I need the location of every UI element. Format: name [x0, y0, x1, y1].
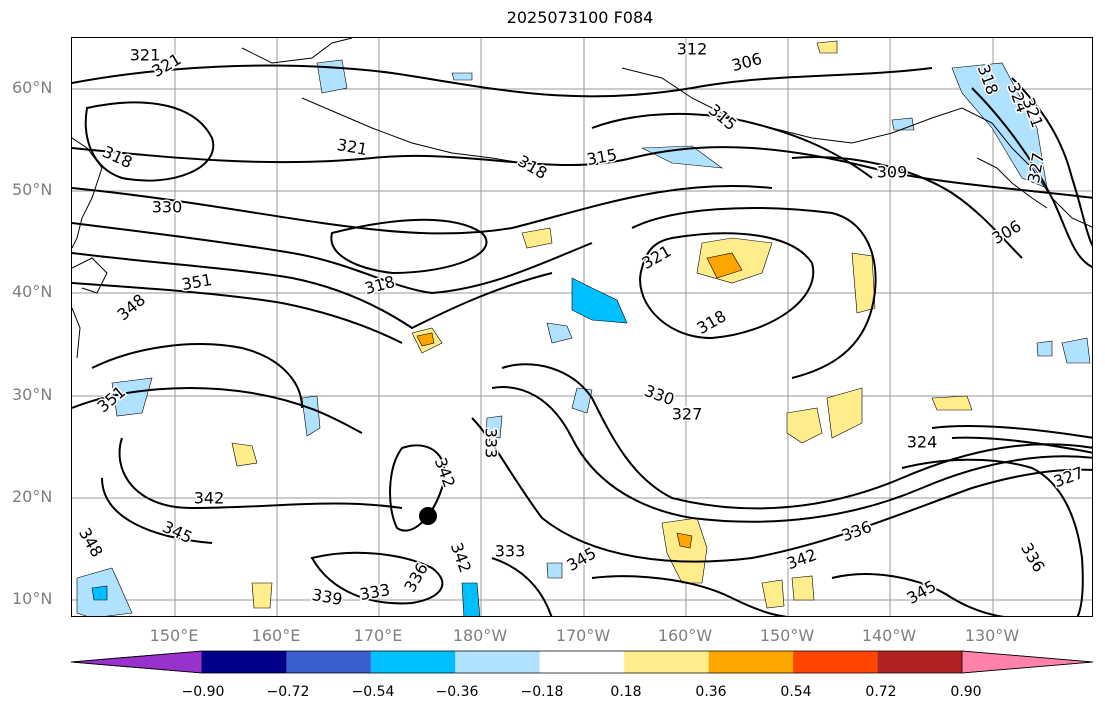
contour-label: 318 [694, 306, 730, 338]
lon-label-150e: 150°E [149, 626, 199, 645]
colorbar-tick: 0.36 [695, 684, 727, 700]
isentrope-contours [72, 64, 1092, 616]
colorbar-segment [202, 651, 287, 673]
lon-label-160w: 160°W [657, 626, 713, 645]
colorbar-segment [624, 651, 709, 673]
contour-label: 327 [672, 405, 703, 424]
lat-label-50n: 50°N [12, 180, 53, 199]
storm-marker [419, 507, 437, 525]
colorbar-segment [370, 651, 456, 673]
contour-label: 315 [585, 145, 618, 169]
lon-label-140w: 140°W [861, 626, 917, 645]
map-title: 2025073100 F084 [506, 8, 654, 27]
colorbar-segment [455, 651, 540, 673]
colorbar-tick: −0.54 [351, 684, 395, 700]
contour-label: 336 [1017, 540, 1049, 576]
colorbar-tick: −0.90 [181, 684, 225, 700]
map-panel: 321 321 318 321 318 315 312 306 315 318 324 321 309 3… [71, 37, 1093, 617]
contour-label: 333 [482, 428, 501, 459]
coastlines [72, 38, 1092, 359]
shaded-anomalies [76, 40, 1091, 616]
contour-label: 351 [180, 270, 213, 294]
colorbar-segment [877, 651, 962, 673]
contour-label: 342 [194, 489, 225, 508]
colorbar-tick: −0.36 [435, 684, 479, 700]
lon-label-170e: 170°E [353, 626, 403, 645]
lat-label-20n: 20°N [12, 487, 53, 506]
contour-label: 345 [160, 517, 196, 547]
colorbar-tick: 0.18 [610, 684, 642, 700]
lat-label-10n: 10°N [12, 589, 53, 608]
colorbar-tick: 0.54 [780, 684, 812, 700]
contour-label: 330 [152, 198, 183, 217]
contour-label: 348 [114, 290, 150, 324]
colorbar-segment [286, 651, 371, 673]
colorbar-tick: 0.90 [950, 684, 982, 700]
colorbar-tick: −0.18 [520, 684, 564, 700]
lat-label-40n: 40°N [12, 282, 53, 301]
contour-label: 339 [310, 585, 343, 609]
contour-label: 345 [904, 576, 940, 608]
lat-label-30n: 30°N [12, 385, 53, 404]
contour-label: 306 [730, 49, 764, 75]
colorbar-tick: −0.72 [266, 684, 310, 700]
colorbar-outline [70, 650, 1094, 674]
gridlines [72, 38, 1092, 616]
lon-label-150w: 150°W [759, 626, 815, 645]
contour-label: 321 [639, 241, 675, 273]
contour-label: 345 [564, 543, 600, 575]
contour-label: 342 [447, 540, 475, 575]
colorbar-extend-high [961, 650, 1094, 674]
colorbar-extend-low [70, 650, 203, 674]
contour-label: 327 [1051, 463, 1086, 491]
colorbar-segment [793, 651, 878, 673]
contour-label: 318 [515, 151, 551, 183]
colorbar-segment [539, 651, 625, 673]
lat-label-60n: 60°N [12, 78, 53, 97]
contour-label: 348 [75, 525, 107, 561]
contour-label: 321 [335, 135, 368, 159]
contour-label: 309 [877, 163, 908, 182]
lon-label-180w: 180°W [452, 626, 508, 645]
lon-label-160e: 160°E [251, 626, 301, 645]
contour-label: 312 [677, 40, 708, 59]
contour-label: 333 [495, 542, 526, 561]
colorbar-tick: 0.72 [865, 684, 897, 700]
contour-label: 342 [431, 455, 459, 490]
colorbar-segment [708, 651, 794, 673]
lon-label-170w: 170°W [555, 626, 611, 645]
contour-label: 321 [130, 46, 161, 65]
contour-label: 324 [907, 433, 938, 452]
contour-label: 336 [839, 517, 874, 545]
contour-label: 318 [363, 272, 397, 298]
contour-label: 315 [705, 100, 741, 134]
lon-label-130w: 130°W [964, 626, 1020, 645]
